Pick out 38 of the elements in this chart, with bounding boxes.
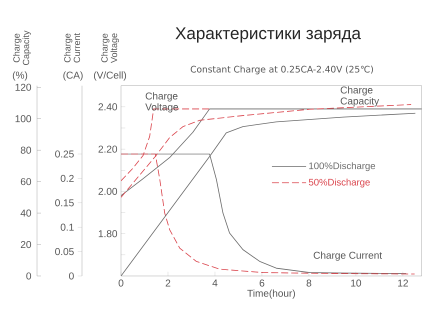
y-tick-label: 1.80: [98, 230, 118, 238]
legend-label: 50%Discharge: [308, 178, 370, 188]
y2-tick-label: 0.15: [55, 199, 74, 206]
y2-tick-label: 0: [69, 272, 74, 280]
y2-tick-label: 0.05: [55, 248, 74, 256]
y3-tick-label: 60: [20, 178, 32, 186]
legend-label: 100%Discharge: [309, 162, 376, 172]
y3-tick-label: 40: [20, 210, 32, 217]
y3-axis-title: Charge Capacity: [13, 30, 31, 66]
chart-title: Характеристики заряда: [175, 27, 361, 43]
x-tick-label: 12: [398, 280, 408, 286]
x-tick-label: 6: [260, 280, 264, 287]
y-tick-label: 2.40: [98, 103, 118, 110]
y-tick-label: 2.20: [98, 146, 118, 153]
y3-tick-label: 20: [20, 240, 32, 248]
x-tick-label: 2: [166, 280, 170, 286]
y-tick-label: 2.00: [98, 188, 118, 195]
text: (CA): [63, 71, 83, 81]
chart-subtitle: Constant Charge at 0.25CA-2.40V (25℃): [190, 66, 373, 74]
x-tick-label: 10: [351, 280, 362, 287]
x-axis-title: Time(hour): [247, 289, 295, 299]
annotation: Charge Voltage: [145, 92, 178, 113]
x-tick-label: 4: [212, 280, 218, 286]
y-axis-title: Charge Voltage: [101, 33, 119, 63]
y3-tick-label: 0: [26, 272, 32, 280]
x-tick-label: 0: [118, 280, 124, 287]
y3-tick-label: 120: [16, 84, 32, 91]
y3-tick-label: 100: [16, 115, 32, 122]
y2-tick-label: 0.1: [60, 224, 74, 231]
annotation: Charge Capacity: [340, 86, 380, 107]
text: (%): [12, 71, 28, 81]
annotation: Charge Current: [314, 251, 382, 261]
text: (V/Cell): [94, 71, 126, 81]
y2-tick-label: 0.25: [55, 150, 74, 158]
y2-tick-label: 0.2: [60, 174, 74, 182]
y2-axis-title: Charge Current: [64, 33, 80, 63]
y3-tick-label: 80: [20, 146, 32, 154]
x-tick-label: 8: [306, 280, 312, 287]
